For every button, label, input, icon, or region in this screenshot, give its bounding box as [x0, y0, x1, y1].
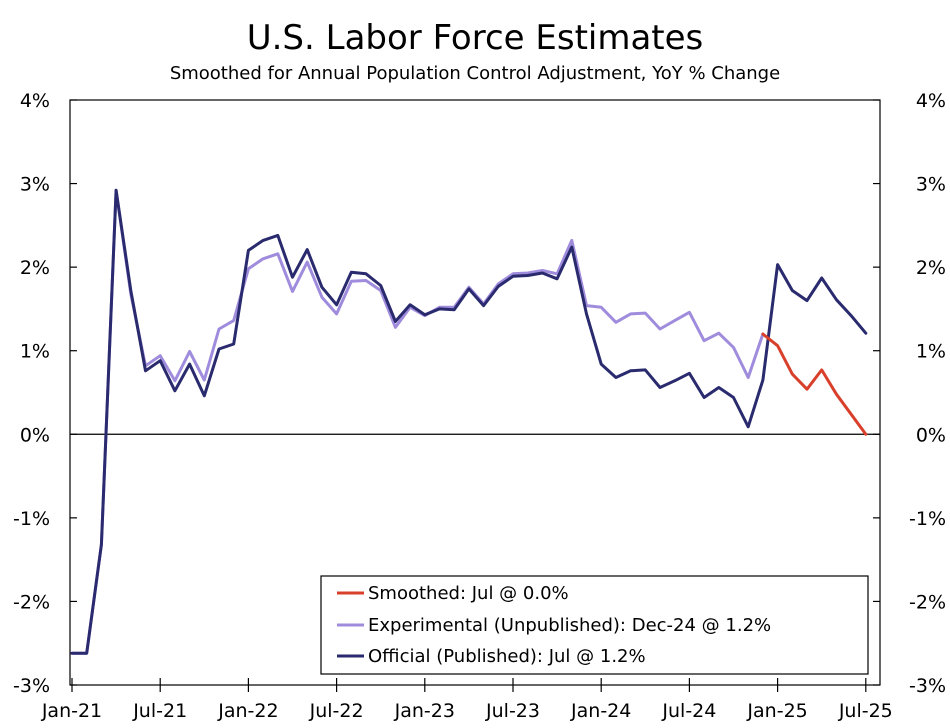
series-line-official: [70, 188, 868, 655]
x-tick-label-jul-23: Jul-23: [485, 700, 540, 722]
y-tick-label-left-1: 1%: [20, 341, 50, 363]
y-tick-label-left-neg3: -3%: [13, 675, 50, 697]
y-axis-left: -3% -2% -1% 0% 1% 2% 3% 4%: [13, 90, 77, 697]
chart-title: U.S. Labor Force Estimates: [246, 18, 704, 58]
x-tick-label-jan-24: Jan-24: [570, 700, 631, 722]
y-tick-label-left-0: 0%: [20, 424, 50, 446]
y-tick-label-left-3: 3%: [20, 174, 50, 196]
x-tick-label-jul-25: Jul-25: [838, 700, 893, 722]
y-tick-label-left-neg1: -1%: [13, 508, 50, 530]
legend-label-experimental: Experimental (Unpublished): Dec-24 @ 1.2…: [368, 615, 771, 636]
legend-label-official: Official (Published): Jul @ 1.2%: [368, 646, 646, 667]
y-tick-label-left-4: 4%: [20, 90, 50, 112]
legend-label-smoothed: Smoothed: Jul @ 0.0%: [368, 583, 569, 604]
y-tick-label-right-3: 3%: [916, 174, 946, 196]
y-tick-label-right-neg2: -2%: [909, 591, 946, 613]
x-tick-label-jan-22: Jan-22: [217, 700, 278, 722]
legend: Smoothed: Jul @ 0.0% Experimental (Unpub…: [320, 575, 869, 675]
y-tick-label-left-neg2: -2%: [13, 591, 50, 613]
x-tick-label-jul-24: Jul-24: [661, 700, 716, 722]
series-line-smoothed: [761, 332, 868, 436]
x-tick-label-jan-21: Jan-21: [41, 700, 102, 722]
plot-frame: [69, 99, 881, 686]
y-tick-label-right-0: 0%: [916, 424, 946, 446]
chart-subtitle: Smoothed for Annual Population Control A…: [169, 63, 781, 84]
y-tick-label-right-neg1: -1%: [909, 508, 946, 530]
series-layer: [70, 188, 868, 655]
y-tick-label-right-4: 4%: [916, 90, 946, 112]
x-tick-label-jul-21: Jul-21: [132, 700, 187, 722]
y-tick-label-right-2: 2%: [916, 257, 946, 279]
x-tick-label-jan-25: Jan-25: [746, 700, 807, 722]
x-tick-label-jan-23: Jan-23: [394, 700, 455, 722]
x-axis: Jan-21 Jul-21 Jan-22 Jul-22 Jan-23 Jul-23 Jan-…: [41, 678, 893, 722]
y-axis-right: -3% -2% -1% 0% 1% 2% 3% 4%: [873, 90, 946, 697]
x-tick-label-jul-22: Jul-22: [309, 700, 364, 722]
y-tick-label-right-1: 1%: [916, 341, 946, 363]
y-tick-label-right-neg3: -3%: [909, 675, 946, 697]
legend-box: [320, 575, 869, 675]
y-tick-label-left-2: 2%: [20, 257, 50, 279]
